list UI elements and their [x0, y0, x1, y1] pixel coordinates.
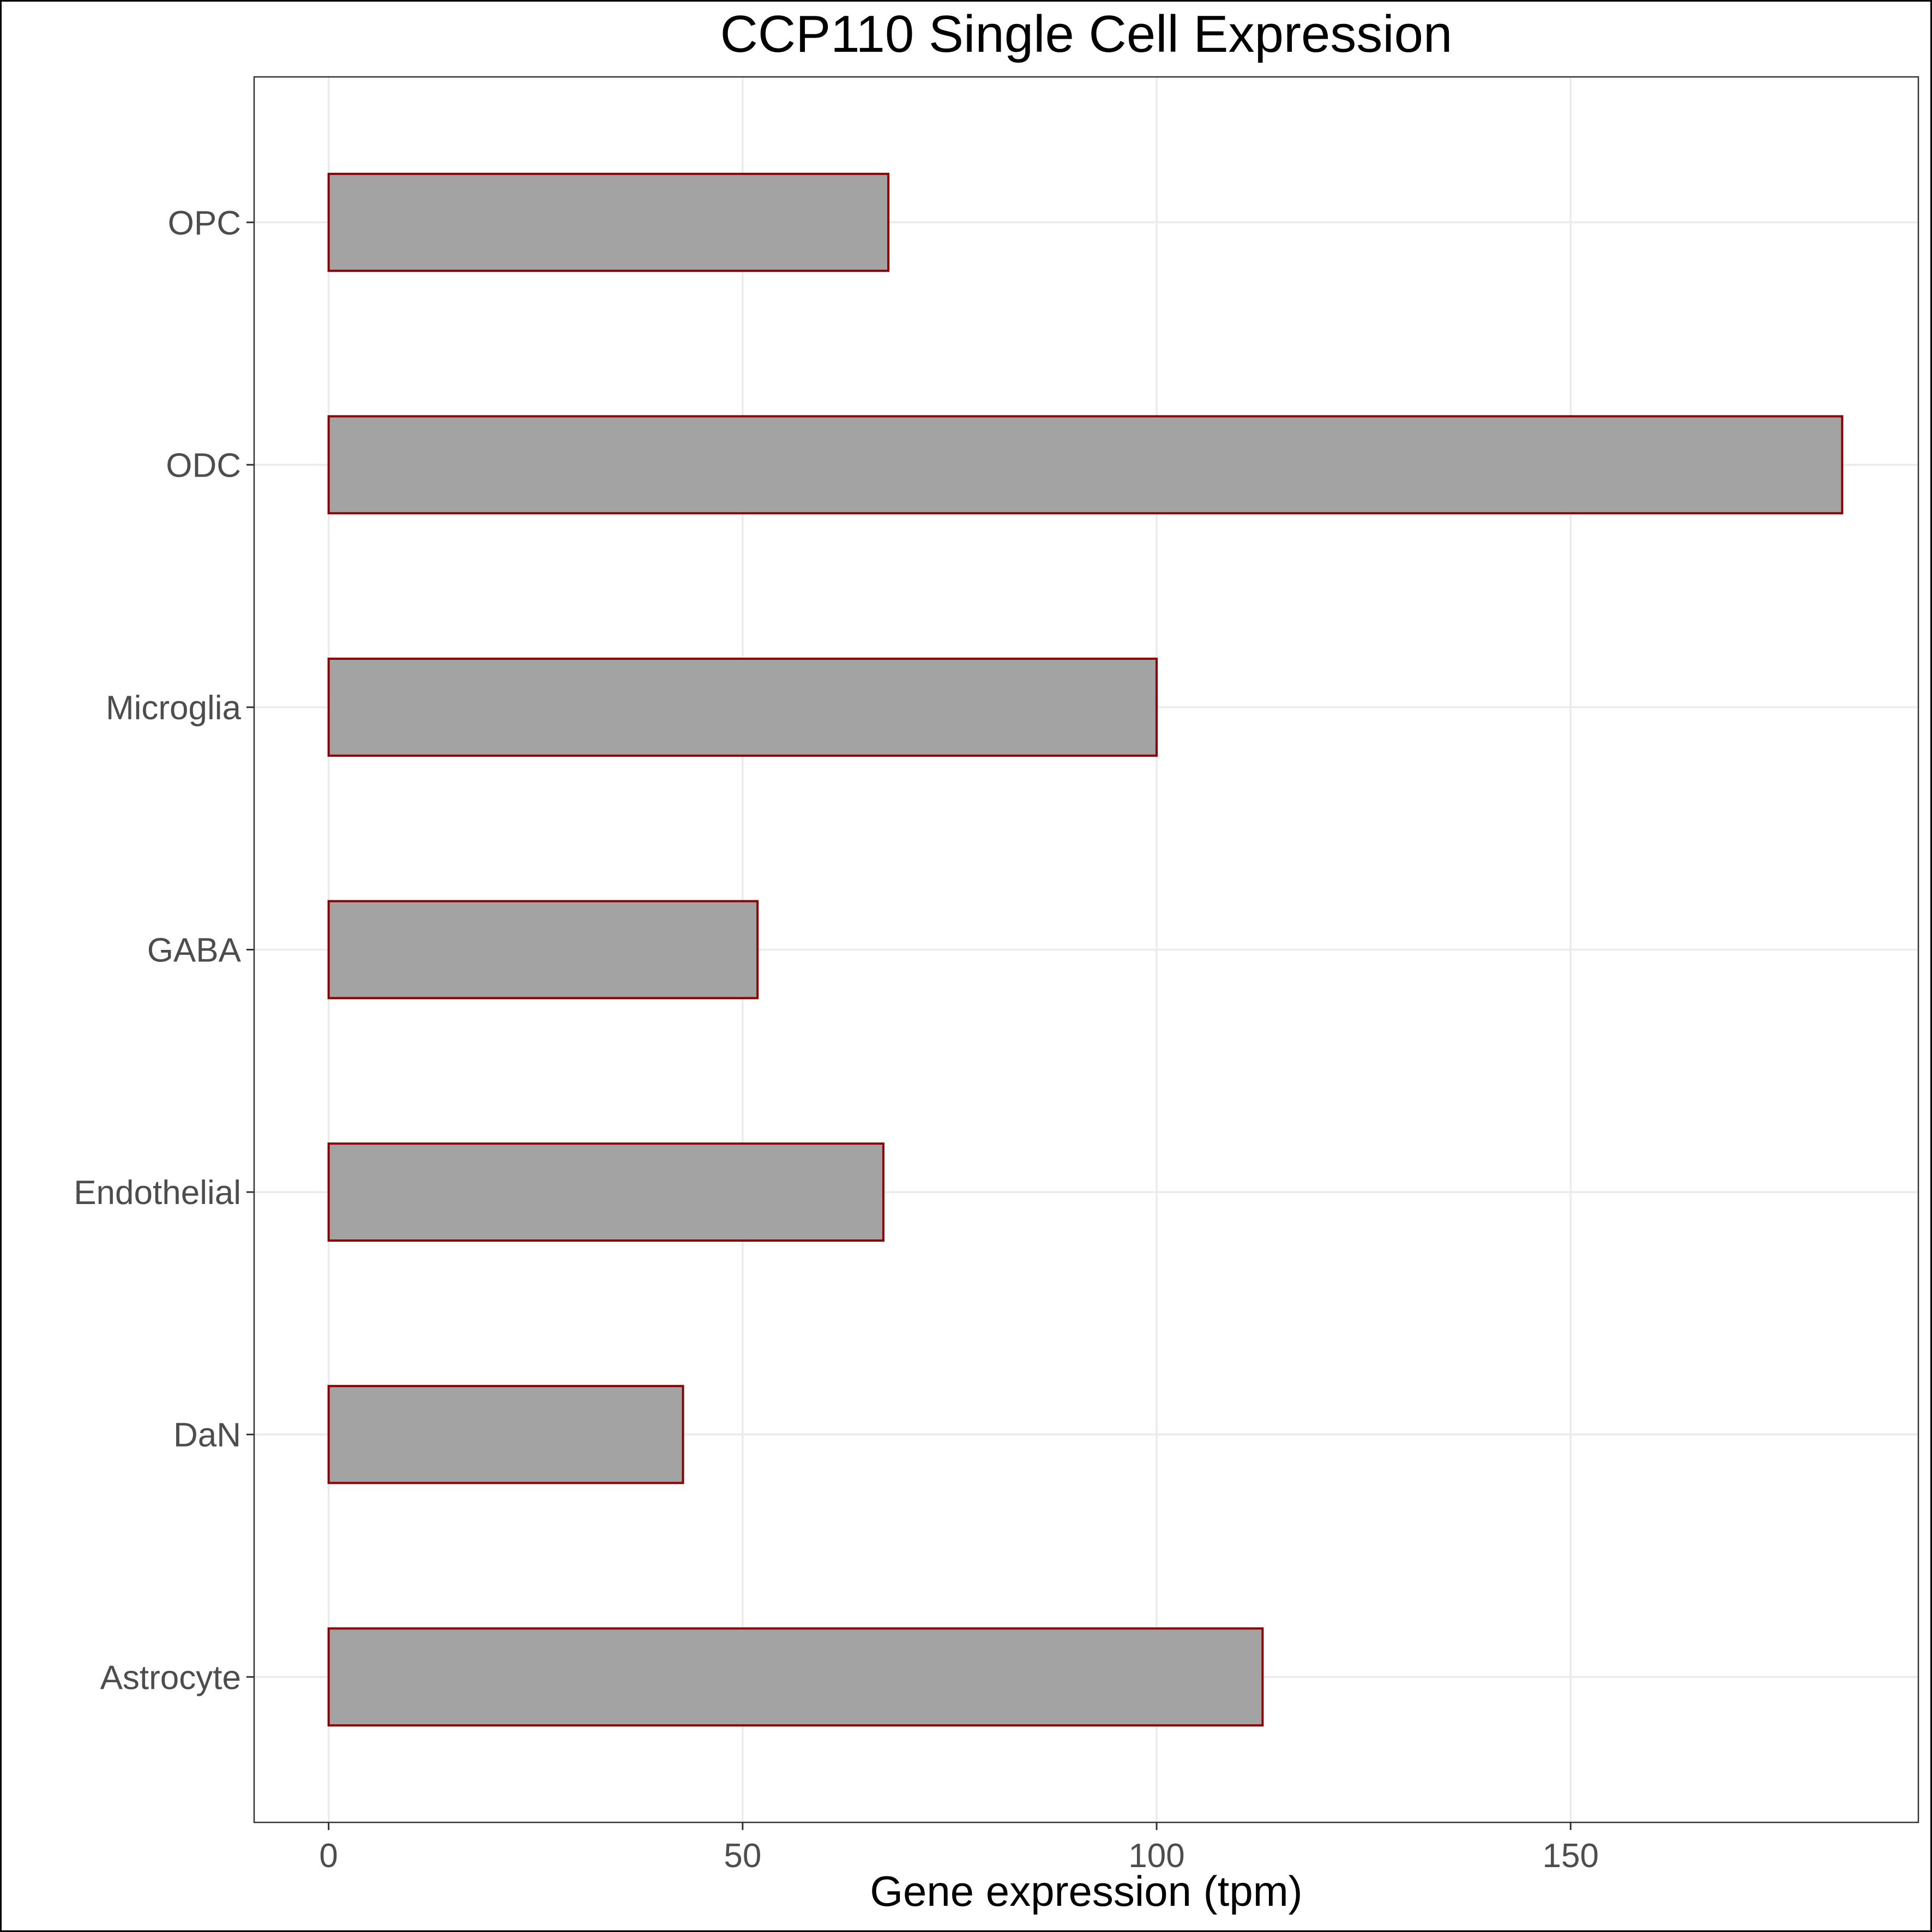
y-tick-label: Microglia [106, 689, 242, 727]
x-tick-label: 0 [319, 1837, 338, 1875]
bars [327, 172, 1844, 1727]
bar-microglia [327, 658, 1158, 757]
y-tick-label: Endothelial [74, 1174, 241, 1212]
bar-opc [327, 172, 890, 272]
y-tick-label: GABA [147, 932, 242, 970]
x-tick-label: 100 [1128, 1837, 1184, 1875]
bar-dan [327, 1385, 684, 1484]
chart-title: CCP110 Single Cell Expression [720, 5, 1453, 63]
y-tick-label: DaN [173, 1417, 241, 1454]
y-axis-ticks: Astrocyte DaN Endothelial GABA Microglia ODC O… [74, 204, 254, 1696]
x-axis-title: Gene expression (tpm) [870, 1867, 1302, 1915]
bar-astrocyte [327, 1627, 1264, 1727]
y-tick-label: Astrocyte [100, 1659, 241, 1696]
bar-endothelial [327, 1142, 884, 1242]
x-axis-ticks: 0 50 100 150 [319, 1822, 1599, 1875]
bar-odc [327, 415, 1844, 515]
y-tick-label: ODC [166, 447, 241, 484]
bar-gaba [327, 900, 759, 1000]
x-tick-label: 150 [1543, 1837, 1599, 1875]
x-tick-label: 50 [724, 1837, 761, 1875]
y-tick-label: OPC [168, 204, 241, 242]
